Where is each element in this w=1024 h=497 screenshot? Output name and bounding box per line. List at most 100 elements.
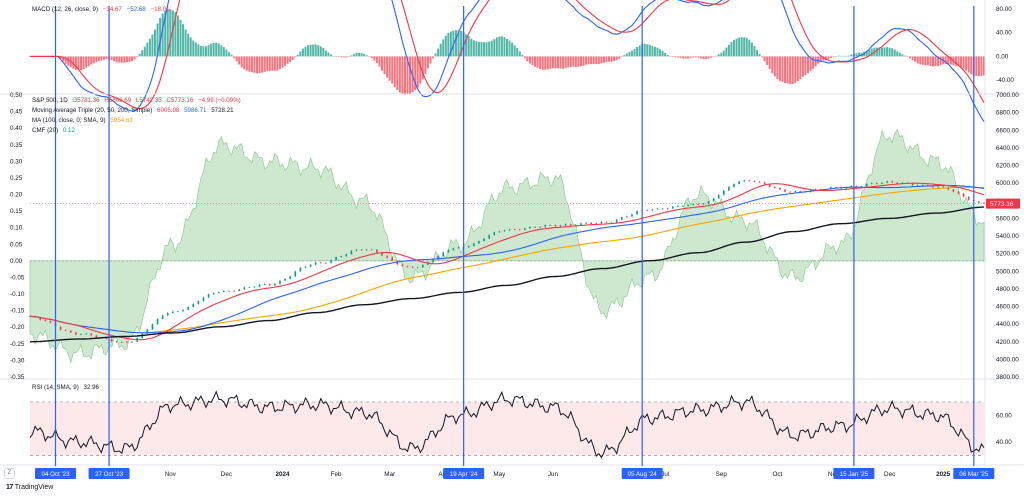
candle-body — [401, 264, 404, 267]
macd-hist-bar — [398, 56, 401, 93]
tradingview-logo[interactable]: 17 TradingView — [6, 484, 53, 491]
rsi-legend[interactable]: RSI (14, SMA, 9) 32.96 — [32, 383, 102, 393]
macd-hist-bar — [153, 29, 156, 57]
macd-hist-bar — [567, 56, 570, 68]
symbol-name: S&P 500, 1D — [32, 97, 68, 104]
macd-hist-bar — [521, 55, 524, 57]
candle-body — [717, 194, 720, 199]
candle-body — [49, 320, 52, 323]
event-marker-badge — [35, 468, 77, 479]
macd-hist-bar — [812, 56, 815, 69]
macd-hist-bar — [370, 56, 373, 58]
candle-body — [345, 254, 348, 257]
macd-hist-bar — [720, 52, 723, 57]
macd-hist-bar — [307, 45, 310, 57]
macd-hist-bar — [883, 47, 886, 57]
macd-hist-bar — [832, 56, 835, 58]
macd-hist-bar — [824, 56, 827, 60]
macd-hist-bar — [485, 42, 488, 57]
candle-body — [559, 225, 562, 227]
macd-legend[interactable]: MACD (12, 26, close, 9) −34.67 −52.68 −1… — [32, 5, 173, 15]
x-tick-label: Sep — [716, 471, 728, 478]
price-legend[interactable]: S&P 500, 1D O5781.36 H5806.69 L5742.35 C… — [32, 96, 244, 136]
candle-body — [687, 204, 689, 206]
macd-hist-bar — [319, 46, 322, 57]
macd-hist-bar — [523, 56, 526, 59]
candle-body — [651, 209, 654, 211]
macd-hist-bar — [786, 56, 789, 84]
macd-hist-bar — [554, 56, 557, 69]
candle-body — [921, 185, 924, 186]
price-tick-label: 6400.00 — [996, 145, 1019, 152]
macd-hist-bar — [432, 56, 435, 59]
high-value: H5806.69 — [104, 97, 132, 104]
macd-hist-bar — [281, 56, 284, 68]
macd-hist-bar — [931, 56, 934, 67]
macd-hist-bar — [174, 12, 177, 57]
macd-hist-bar — [761, 56, 764, 58]
macd-hist-bar — [694, 56, 697, 58]
candle-body — [212, 292, 215, 295]
candle-body — [774, 186, 776, 188]
event-marker-label: 19 Apr '24 — [450, 471, 478, 478]
macd-hist-bar — [378, 56, 381, 67]
macd-hist-bar — [809, 56, 812, 71]
macd-hist-bar — [896, 51, 899, 57]
macd-hist-bar — [516, 47, 519, 57]
x-tick-label: Feb — [331, 471, 342, 478]
x-tick-label: Jul — [661, 471, 669, 478]
candle-body — [156, 318, 159, 325]
macd-hist-bar — [194, 42, 197, 57]
macd-hist-bar — [758, 53, 761, 57]
price-tick-label: 5000.00 — [996, 268, 1019, 275]
macd-hist-bar — [403, 56, 406, 95]
timezone-button[interactable]: Z — [4, 468, 15, 479]
macd-hist-bar — [102, 56, 105, 60]
macd-hist-bar — [748, 39, 751, 57]
candle-body — [692, 204, 695, 205]
macd-hist-bar — [615, 56, 618, 61]
event-marker-badge — [443, 468, 485, 479]
macd-hist-bar — [590, 56, 593, 65]
macd-hist-bar — [531, 56, 534, 66]
candle-body — [758, 181, 761, 183]
event-marker-label: 15 Jan '25 — [840, 471, 869, 478]
macd-hist-bar — [965, 56, 968, 71]
macd-tick-label: 0.00 — [996, 53, 1009, 60]
macd-hist-bar — [582, 56, 585, 66]
macd-hist-bar — [574, 56, 577, 67]
macd-hist-bar — [276, 56, 279, 71]
event-marker-badge — [953, 468, 995, 479]
candle-body — [799, 191, 802, 192]
event-marker-label: 04 Oct '23 — [42, 471, 71, 478]
macd-hist-bar — [409, 56, 412, 94]
macd-hist-bar — [467, 36, 470, 57]
macd-hist-bar — [924, 56, 927, 66]
macd-hist-bar — [745, 37, 748, 57]
candle-body — [238, 289, 240, 291]
macd-hist-bar — [156, 23, 159, 57]
macd-hist-bar — [763, 56, 766, 62]
ma100-value: 5954.63 — [110, 117, 133, 124]
candle-body — [131, 341, 133, 343]
macd-hist-bar — [182, 24, 185, 57]
macd-hist-bar — [750, 42, 753, 57]
candle-body — [967, 196, 970, 200]
cmf-row: CMF (20) 0.12 — [32, 126, 244, 136]
cmf-tick-label: -0.35 — [10, 374, 25, 381]
macd-hist-bar — [266, 56, 269, 71]
candle-body — [319, 262, 322, 264]
macd-hist-bar — [337, 56, 340, 57]
candle-body — [411, 266, 414, 268]
cmf-tick-label: -0.25 — [10, 341, 25, 348]
macd-hist-bar — [444, 35, 447, 57]
macd-hist-bar — [664, 52, 667, 57]
candle-body — [513, 229, 516, 230]
macd-hist-bar — [146, 42, 149, 57]
macd-hist-bar — [712, 56, 715, 57]
candle-body — [80, 334, 82, 335]
macd-hist-bar — [235, 56, 238, 62]
macd-hist-bar — [610, 56, 613, 62]
candle-body — [728, 186, 730, 191]
macd-hist-bar — [304, 46, 307, 57]
